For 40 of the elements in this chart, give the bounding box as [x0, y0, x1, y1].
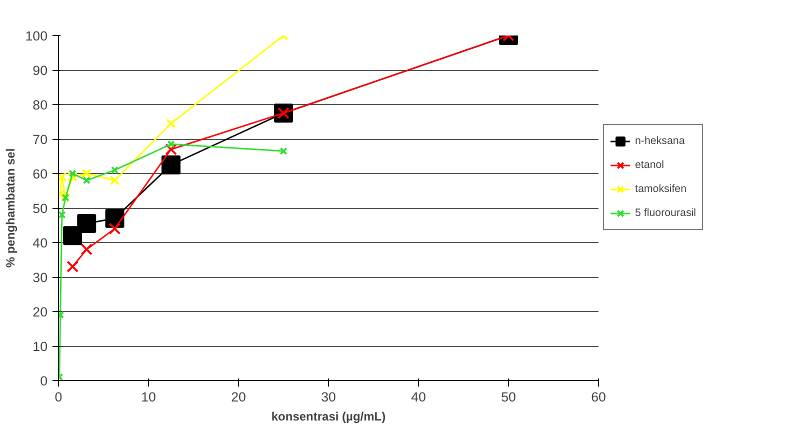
- point: [82, 168, 92, 178]
- y-tick-label: 10: [32, 339, 48, 354]
- legend-label: n-heksana: [635, 135, 685, 147]
- point: [80, 243, 93, 256]
- y-tick-label: 40: [32, 236, 48, 250]
- y-tick-label: 70: [32, 132, 48, 147]
- y-tick-label: 50: [32, 201, 48, 216]
- point: [110, 166, 119, 174]
- x-tick-label: 0: [54, 390, 62, 404]
- point: [108, 222, 121, 235]
- x-tick-label: 40: [411, 390, 426, 404]
- point: [167, 140, 175, 148]
- legend-label: etanol: [635, 159, 664, 171]
- point: [110, 176, 120, 186]
- x-axis-title: konsentrasi (µg/mL): [271, 410, 386, 424]
- y-tick-label: 30: [32, 270, 48, 285]
- y-axis-title: % penghambatan sel: [3, 148, 18, 268]
- x-tick-label: 30: [321, 390, 336, 404]
- y-tick-label: 90: [32, 63, 48, 78]
- point: [162, 155, 180, 174]
- point: [165, 143, 177, 156]
- x-tick-label: 50: [501, 390, 516, 404]
- point: [63, 226, 82, 246]
- point: [68, 170, 76, 178]
- y-tick-label: 20: [32, 304, 48, 320]
- point: [58, 211, 66, 219]
- x-tick-label: 20: [231, 390, 246, 404]
- x-tick-label: 60: [591, 390, 606, 404]
- point: [280, 147, 288, 155]
- y-tick-label: 0: [40, 374, 48, 388]
- point: [166, 118, 176, 128]
- x-tick-label: 10: [141, 390, 156, 404]
- legend-label: tamoksifen: [635, 183, 687, 195]
- legend-label: 5 fluorourasil: [635, 207, 696, 219]
- point: [82, 176, 90, 184]
- y-tick-label: 60: [32, 166, 48, 182]
- point: [66, 260, 79, 273]
- point: [77, 214, 96, 234]
- y-tick-label: 80: [32, 98, 48, 112]
- y-tick-label: 100: [25, 28, 48, 44]
